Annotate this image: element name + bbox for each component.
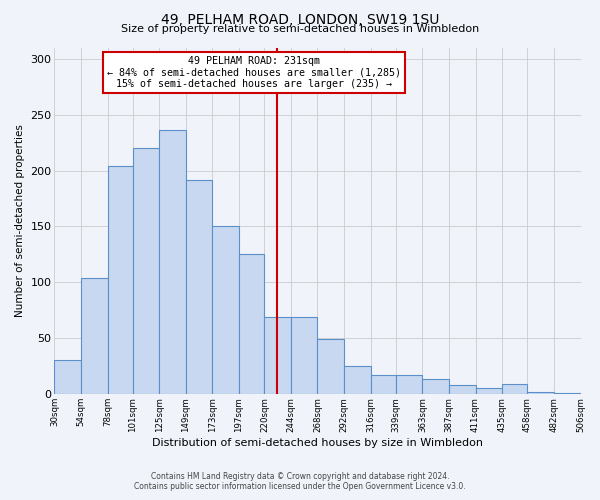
Bar [212,226,239,394]
Y-axis label: Number of semi-detached properties: Number of semi-detached properties [15,124,25,318]
Text: Contains HM Land Registry data © Crown copyright and database right 2024.
Contai: Contains HM Land Registry data © Crown c… [134,472,466,491]
Bar [502,384,527,394]
Bar [449,386,476,394]
Text: 49 PELHAM ROAD: 231sqm
← 84% of semi-detached houses are smaller (1,285)
15% of : 49 PELHAM ROAD: 231sqm ← 84% of semi-det… [107,56,401,90]
Bar [107,166,133,394]
Bar [160,130,186,394]
Bar [396,376,422,394]
Bar [476,388,502,394]
Bar [265,317,291,394]
Bar [371,376,396,394]
Bar [527,392,554,394]
Bar [291,317,317,394]
Bar [344,366,371,394]
Bar [55,360,81,394]
Bar [422,378,449,394]
Bar [317,340,344,394]
X-axis label: Distribution of semi-detached houses by size in Wimbledon: Distribution of semi-detached houses by … [152,438,483,448]
Bar [133,148,160,394]
Bar [554,393,581,394]
Bar [81,278,107,394]
Bar [239,254,265,394]
Text: Size of property relative to semi-detached houses in Wimbledon: Size of property relative to semi-detach… [121,24,479,34]
Text: 49, PELHAM ROAD, LONDON, SW19 1SU: 49, PELHAM ROAD, LONDON, SW19 1SU [161,12,439,26]
Bar [186,180,212,394]
